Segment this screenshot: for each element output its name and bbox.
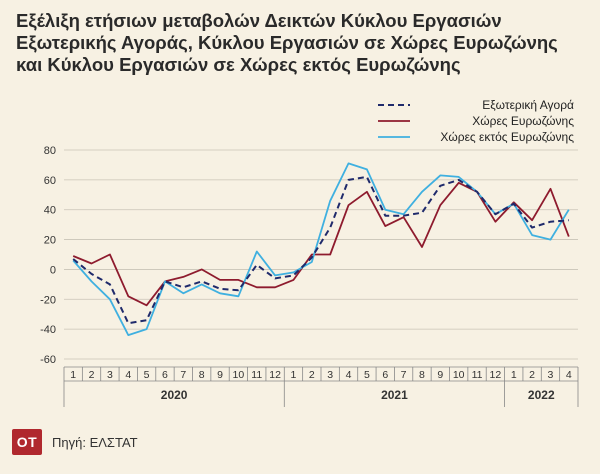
- legend-label-2: Χώρες Ευρωζώνης: [472, 114, 574, 128]
- x-tick-label: 11: [251, 369, 262, 381]
- x-tick-label: 5: [144, 369, 150, 381]
- year-label: 2020: [161, 388, 188, 402]
- x-tick-label: 4: [566, 369, 572, 381]
- x-tick-label: 3: [548, 369, 554, 381]
- y-tick-label: -20: [40, 294, 56, 306]
- legend-label-1: Εξωτερική Αγορά: [482, 98, 574, 112]
- ot-logo: ΟΤ: [12, 429, 42, 455]
- x-tick-label: 1: [511, 369, 517, 381]
- x-tick-label: 4: [346, 369, 352, 381]
- x-tick-label: 9: [217, 369, 223, 381]
- x-tick-label: 7: [401, 369, 407, 381]
- x-tick-label: 5: [364, 369, 370, 381]
- grid: [64, 149, 578, 360]
- y-tick-label: 80: [44, 145, 56, 157]
- x-tick-label: 10: [233, 369, 245, 381]
- year-label: 2022: [528, 388, 555, 402]
- series-line-1: [72, 175, 569, 325]
- y-tick-label: -60: [40, 354, 56, 366]
- chart-title: Εξέλιξη ετήσιων μεταβολών Δεικτών Κύκλου…: [16, 10, 588, 76]
- x-tick-label: 3: [107, 369, 113, 381]
- x-tick-label: 2: [309, 369, 315, 381]
- y-tick-label: 0: [50, 264, 56, 276]
- series-line-2: [72, 181, 570, 307]
- title-line-2: Εξωτερικής Αγοράς, Κύκλου Εργασιών σε Χώ…: [16, 32, 558, 53]
- x-tick-label: 10: [453, 369, 465, 381]
- x-tick-label: 12: [269, 369, 281, 381]
- series-line-3: [72, 162, 570, 337]
- x-tick-label: 7: [180, 369, 186, 381]
- title-line-1: Εξέλιξη ετήσιων μεταβολών Δεικτών Κύκλου…: [16, 10, 502, 31]
- title-line-3: και Κύκλου Εργασιών σε Χώρες εκτός Ευρωζ…: [16, 54, 461, 75]
- y-tick-label: -40: [40, 324, 56, 336]
- x-tick-label: 1: [70, 369, 76, 381]
- x-tick-label: 12: [490, 369, 502, 381]
- y-tick-label: 40: [44, 205, 56, 217]
- y-tick-label: 20: [44, 235, 56, 247]
- x-tick-label: 8: [419, 369, 425, 381]
- x-tick-label: 6: [162, 369, 168, 381]
- x-tick-label: 8: [199, 369, 205, 381]
- x-tick-label: 6: [382, 369, 388, 381]
- x-tick-label: 2: [529, 369, 535, 381]
- source-text: Πηγή: ΕΛΣΤΑΤ: [52, 434, 138, 450]
- x-tick-label: 2: [89, 369, 95, 381]
- y-tick-label: 60: [44, 175, 56, 187]
- year-label: 2021: [381, 388, 408, 402]
- x-tick-label: 11: [472, 369, 483, 381]
- x-tick-label: 4: [125, 369, 131, 381]
- footer: ΟΤ Πηγή: ΕΛΣΤΑΤ: [12, 428, 138, 456]
- x-tick-label: 9: [437, 369, 443, 381]
- x-axis: 1 2 3 4 5 6 7 8 9 10 11 12 1 2 3 4 5 6 7 8 9 10 11 12 1 2 3 4: [63, 366, 579, 382]
- legend-label-3: Χώρες εκτός Ευρωζώνης: [440, 130, 574, 144]
- x-tick-label: 1: [291, 369, 297, 381]
- x-tick-label: 3: [327, 369, 333, 381]
